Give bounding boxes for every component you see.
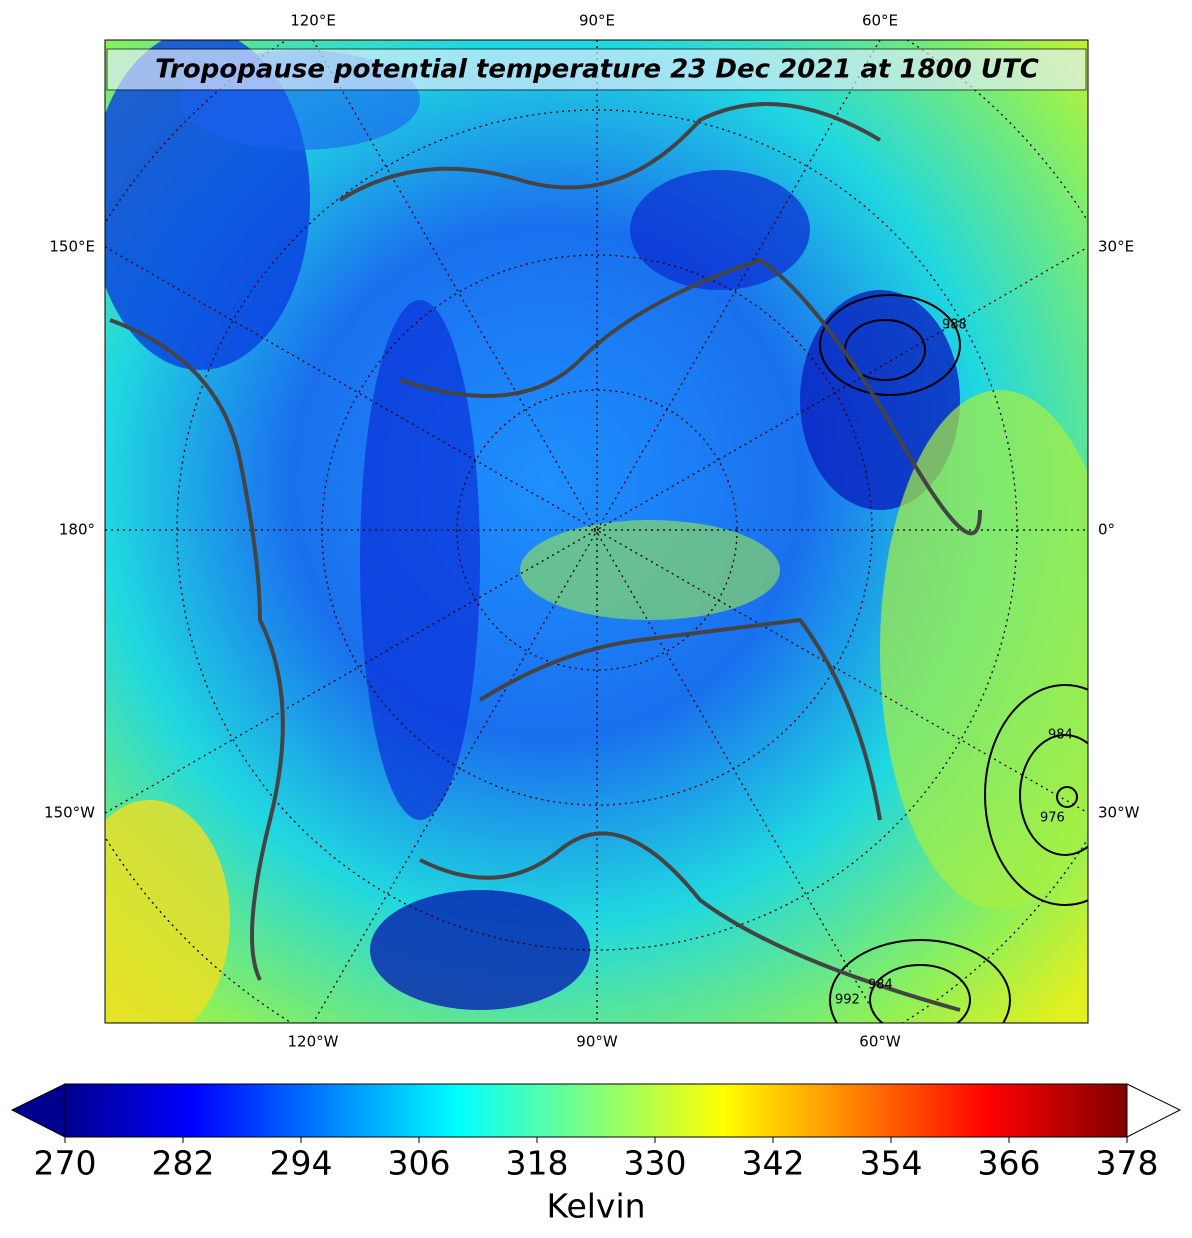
contour-labels: 988 984 976 992 984 xyxy=(835,318,1073,1008)
colorbar-tick-label: 378 xyxy=(1096,1144,1159,1183)
colorbar-tick-label: 342 xyxy=(742,1144,805,1183)
colorbar-tick-label: 306 xyxy=(388,1144,451,1183)
colorbar-tick-label: 294 xyxy=(270,1144,333,1183)
colorbar-tick-label: 282 xyxy=(152,1144,215,1183)
lon-label: 150°W xyxy=(44,804,95,822)
contour-label: 984 xyxy=(868,978,893,993)
map-field xyxy=(105,40,1088,1023)
lon-label: 60°W xyxy=(859,1033,901,1051)
contour-label: 988 xyxy=(942,318,967,333)
map-title: Tropopause potential temperature 23 Dec … xyxy=(155,55,1039,85)
contour-label: 984 xyxy=(1048,728,1073,743)
colorbar-label: Kelvin xyxy=(546,1187,645,1226)
contour-label: 976 xyxy=(1040,811,1065,826)
lon-label: 120°W xyxy=(288,1033,339,1051)
lon-label: 120°E xyxy=(290,12,336,30)
map-frame xyxy=(104,39,1089,1024)
lon-label: 90°W xyxy=(576,1033,618,1051)
colorbar xyxy=(64,1083,1128,1138)
colorbar-tick-label: 318 xyxy=(506,1144,569,1183)
lon-label: 180° xyxy=(59,521,95,539)
colorbar-extend-low xyxy=(10,1083,66,1138)
lon-label: 30°W xyxy=(1098,804,1140,822)
lon-label: 30°E xyxy=(1098,238,1134,256)
contour-label: 992 xyxy=(835,993,860,1008)
colorbar-tick-label: 354 xyxy=(860,1144,923,1183)
lon-label: 150°E xyxy=(49,238,95,256)
colorbar-tick-label: 366 xyxy=(978,1144,1041,1183)
title-box xyxy=(106,48,1087,91)
lon-label: 0° xyxy=(1098,521,1115,539)
colorbar-tick-label: 330 xyxy=(624,1144,687,1183)
lon-label: 90°E xyxy=(579,12,615,30)
lon-label: 60°E xyxy=(862,12,898,30)
colorbar-extend-high xyxy=(1126,1083,1182,1138)
colorbar-tick-label: 270 xyxy=(34,1144,97,1183)
